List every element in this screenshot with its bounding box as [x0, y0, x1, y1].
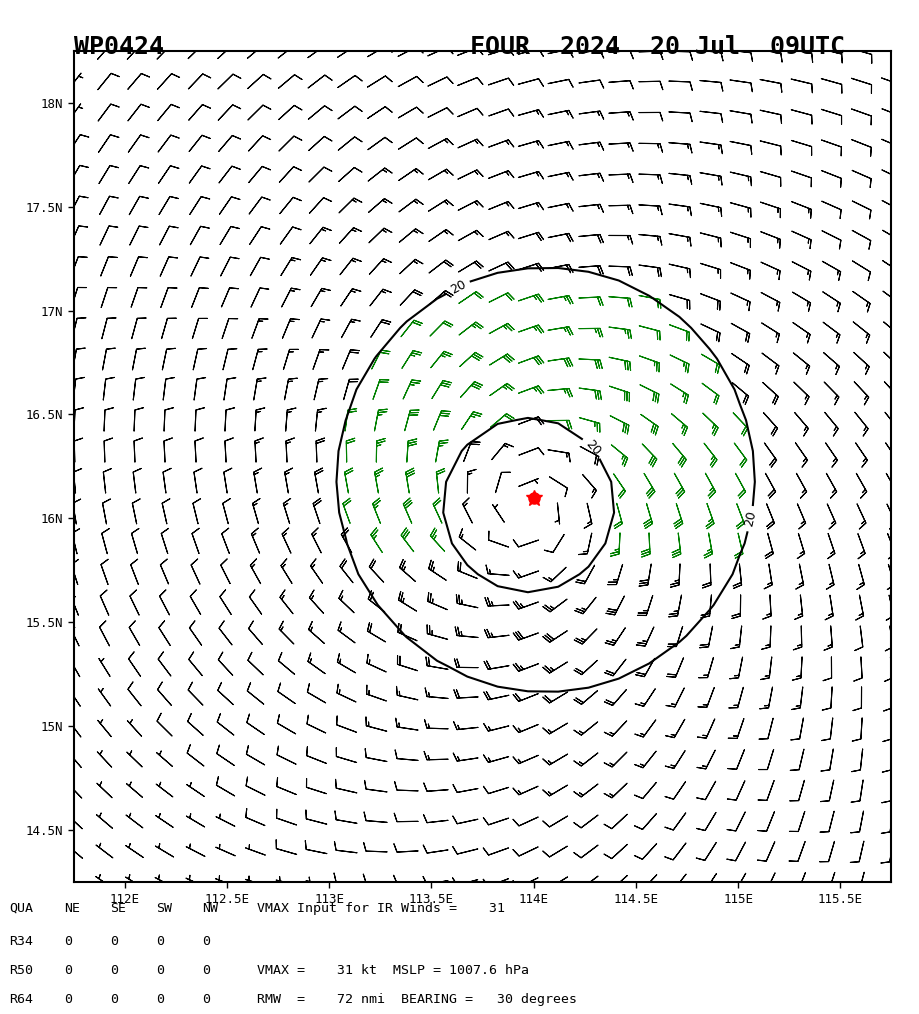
Text: 0: 0 — [64, 964, 73, 976]
Text: 0: 0 — [156, 935, 165, 948]
Text: QUA: QUA — [9, 902, 33, 915]
Text: R64: R64 — [9, 993, 33, 1006]
Text: 0: 0 — [202, 935, 210, 948]
Text: SE: SE — [110, 902, 126, 915]
Text: SW: SW — [156, 902, 172, 915]
Text: VMAX =    31 kt  MSLP = 1007.6 hPa: VMAX = 31 kt MSLP = 1007.6 hPa — [257, 964, 529, 976]
Text: WP0424: WP0424 — [74, 35, 164, 60]
Text: 0: 0 — [64, 993, 73, 1006]
Text: R34: R34 — [9, 935, 33, 948]
Text: FOUR  2024  20 Jul  09UTC: FOUR 2024 20 Jul 09UTC — [471, 35, 845, 60]
Text: NE: NE — [64, 902, 80, 915]
Text: 20: 20 — [583, 437, 603, 458]
Text: 0: 0 — [156, 993, 165, 1006]
Text: 0: 0 — [110, 935, 119, 948]
Text: 0: 0 — [202, 993, 210, 1006]
Text: 0: 0 — [156, 964, 165, 976]
Text: 20: 20 — [743, 510, 759, 528]
Text: 20: 20 — [448, 278, 469, 297]
Text: 0: 0 — [110, 993, 119, 1006]
Text: R50: R50 — [9, 964, 33, 976]
Text: 0: 0 — [202, 964, 210, 976]
Text: VMAX Input for IR Winds =    31: VMAX Input for IR Winds = 31 — [257, 902, 505, 915]
Text: 0: 0 — [110, 964, 119, 976]
Text: 0: 0 — [64, 935, 73, 948]
Text: RMW  =    72 nmi  BEARING =   30 degrees: RMW = 72 nmi BEARING = 30 degrees — [257, 993, 577, 1006]
Text: NW: NW — [202, 902, 218, 915]
